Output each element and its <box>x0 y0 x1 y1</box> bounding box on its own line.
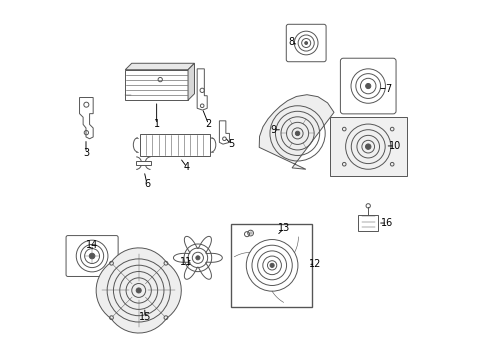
Text: 14: 14 <box>86 239 98 249</box>
Text: 7: 7 <box>384 84 390 94</box>
Text: 16: 16 <box>380 218 392 228</box>
Circle shape <box>295 131 299 136</box>
Text: 1: 1 <box>153 120 160 129</box>
Bar <box>230 224 311 307</box>
Text: 3: 3 <box>83 148 89 158</box>
Polygon shape <box>219 121 229 144</box>
Bar <box>329 117 406 176</box>
Polygon shape <box>173 237 222 279</box>
Text: 10: 10 <box>388 141 401 151</box>
Text: 13: 13 <box>277 224 289 233</box>
Bar <box>139 134 209 156</box>
Circle shape <box>365 144 370 149</box>
Text: 2: 2 <box>205 120 211 129</box>
Polygon shape <box>187 63 194 100</box>
Polygon shape <box>125 63 194 70</box>
Text: 6: 6 <box>143 179 150 189</box>
Text: 5: 5 <box>227 139 234 149</box>
Circle shape <box>269 263 274 267</box>
Bar <box>125 70 187 100</box>
Polygon shape <box>259 95 333 169</box>
Text: 9: 9 <box>269 125 276 135</box>
Bar <box>136 161 150 165</box>
FancyBboxPatch shape <box>340 58 395 114</box>
Text: 15: 15 <box>138 312 151 322</box>
Polygon shape <box>80 98 93 139</box>
Circle shape <box>196 256 200 260</box>
Text: 11: 11 <box>180 257 192 267</box>
Circle shape <box>136 288 141 293</box>
FancyBboxPatch shape <box>66 235 118 276</box>
Circle shape <box>304 42 307 44</box>
Circle shape <box>89 253 95 259</box>
Text: 12: 12 <box>309 259 321 269</box>
Polygon shape <box>96 248 181 333</box>
Circle shape <box>365 84 370 89</box>
Text: 4: 4 <box>183 162 190 172</box>
FancyBboxPatch shape <box>285 24 325 62</box>
Bar <box>357 215 378 231</box>
Text: 8: 8 <box>287 37 294 47</box>
Polygon shape <box>197 69 207 110</box>
